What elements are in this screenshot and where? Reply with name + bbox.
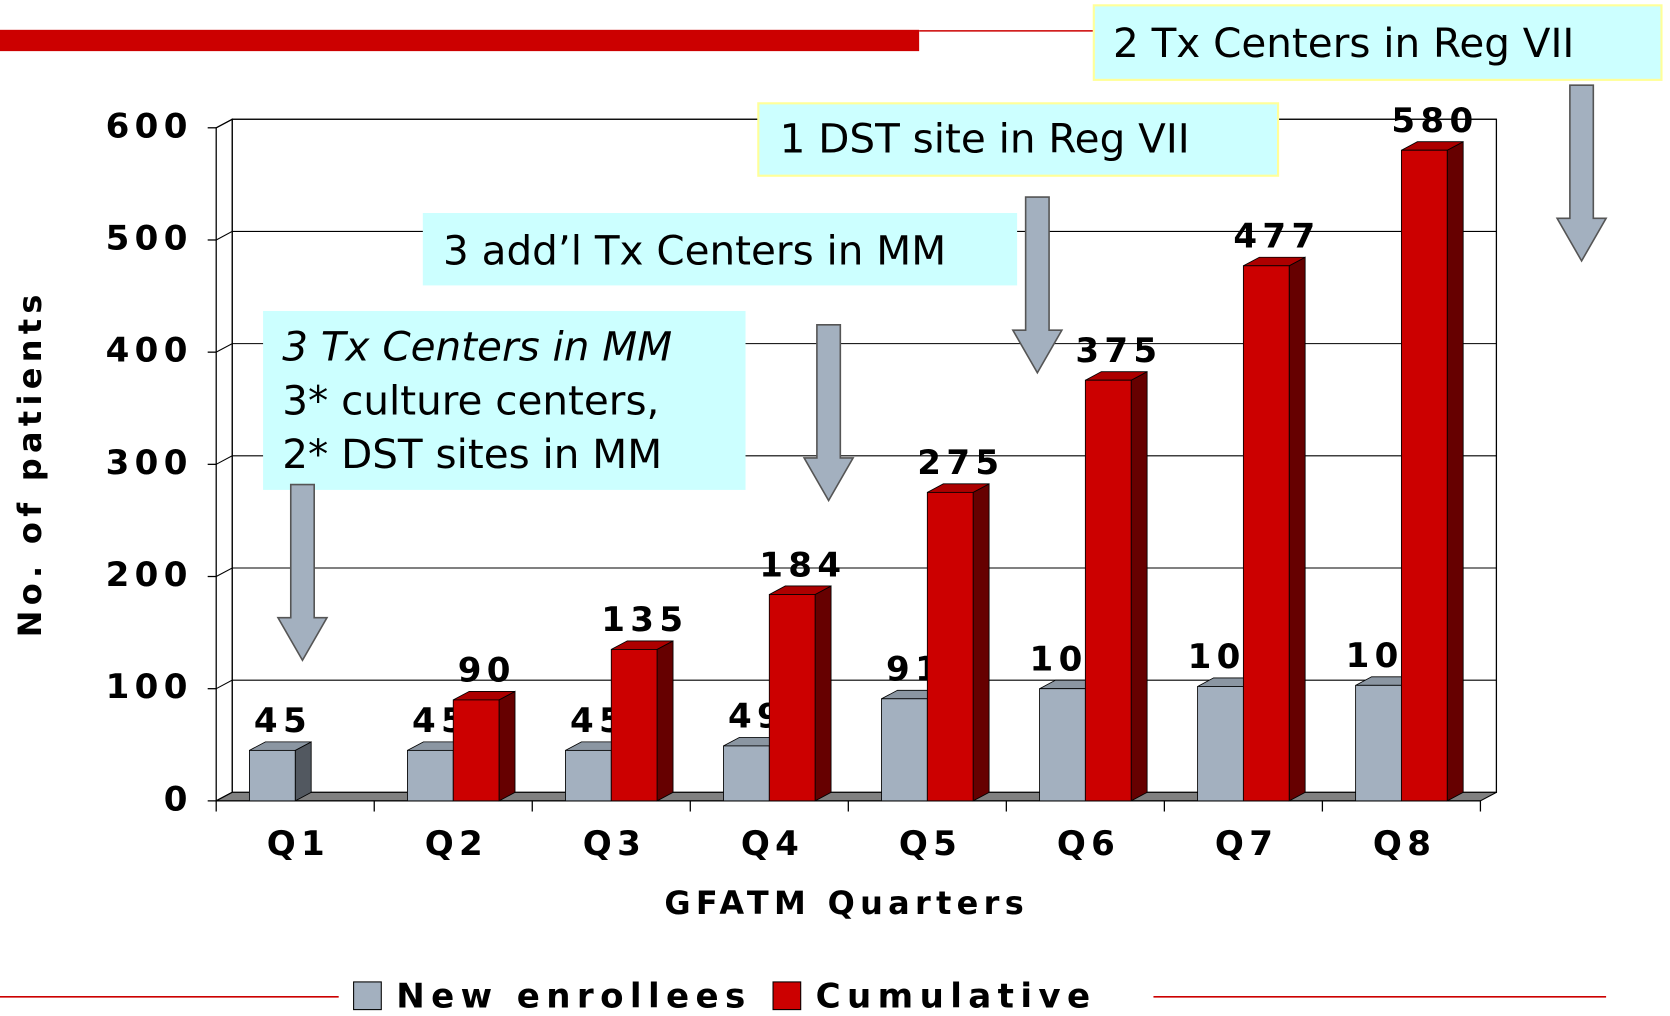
annotation: 3 Tx Centers in MM [282, 322, 672, 370]
bar [452, 690, 516, 802]
bar [768, 585, 832, 802]
data-label: 477 [1233, 217, 1320, 257]
annotation-box [422, 212, 1018, 286]
y-axis-title: No. of patients [11, 289, 49, 637]
grid-line [215, 455, 1497, 465]
bar-side [814, 585, 832, 802]
bar [610, 640, 674, 802]
bar-front [565, 749, 612, 802]
x-tick-label: Q6 [1057, 824, 1120, 864]
data-label: 184 [759, 545, 846, 585]
grid-line [215, 567, 1497, 577]
bar [1084, 370, 1148, 802]
bar-front [768, 594, 816, 802]
grid-line [215, 343, 1497, 353]
grid-line [215, 230, 1497, 241]
bar-front [723, 745, 770, 802]
bar-front [1039, 688, 1086, 802]
bar-side [972, 483, 990, 802]
arrow [1555, 84, 1608, 263]
annotation-box [1092, 4, 1663, 81]
bar-side [1288, 256, 1306, 802]
legend-label: Cumulative [816, 976, 1097, 1016]
bar-front [1197, 686, 1244, 802]
bar-front [452, 699, 500, 802]
legend: New enrollees Cumulative [353, 976, 1097, 1016]
x-tick-label: Q7 [1215, 824, 1278, 864]
bar-side [1130, 370, 1148, 802]
annotation: 2* DST sites in MM [282, 430, 662, 478]
data-label: 580 [1391, 101, 1478, 141]
y-tick-label: 300 [106, 443, 193, 483]
data-label: 275 [917, 443, 1004, 483]
annotation: 3 add’l Tx Centers in MM [443, 226, 946, 274]
bar [248, 741, 312, 802]
annotation: 3* culture centers, [282, 377, 659, 425]
bar-front [407, 749, 454, 802]
bar-front [926, 491, 974, 802]
x-tick-label: Q1 [267, 824, 330, 864]
header-bar [0, 29, 920, 52]
bar-front [1084, 379, 1132, 802]
bar-side [1446, 141, 1464, 802]
y-tick-label: 100 [106, 667, 193, 707]
y-tick-label: 0 [164, 779, 193, 819]
arrow [802, 324, 855, 503]
annotation-box [263, 310, 746, 490]
bar [926, 483, 990, 802]
x-tick-label: Q4 [741, 824, 804, 864]
bar-front [881, 698, 928, 802]
x-tick-label: Q2 [425, 824, 488, 864]
x-tick-label: Q3 [583, 824, 646, 864]
data-label: 45 [254, 701, 312, 741]
bar-side [498, 690, 516, 802]
bar-side [294, 741, 312, 802]
data-label: 135 [601, 600, 688, 640]
bar-front [248, 749, 296, 802]
annotations: 2 Tx Centers in Reg VII 1 DST site in Re… [263, 4, 1663, 662]
annotation: 1 DST site in Reg VII [780, 115, 1190, 163]
annotation-box [757, 102, 1280, 177]
bar [1400, 141, 1464, 802]
data-label: 90 [458, 651, 516, 691]
data-label: 375 [1075, 331, 1162, 371]
arrow [1011, 196, 1064, 375]
bar-side [656, 640, 674, 802]
legend-label: New enrollees [396, 976, 752, 1016]
x-axis-title: GFATM Quarters [664, 884, 1029, 922]
y-tick-label: 200 [106, 555, 193, 595]
bar-front [610, 649, 658, 802]
y-tick-label: 500 [106, 218, 193, 258]
arrow [276, 483, 329, 662]
bar [1242, 256, 1306, 802]
legend-box [338, 967, 1154, 1016]
bar-front [1400, 149, 1448, 802]
x-tick-label: Q8 [1373, 824, 1436, 864]
annotation: 2 Tx Centers in Reg VII [1113, 19, 1574, 67]
bar-front [1242, 265, 1290, 802]
legend-swatch [772, 981, 802, 1011]
bar-front [1355, 684, 1402, 802]
y-tick-label: 400 [106, 331, 193, 371]
x-tick-label: Q5 [899, 824, 962, 864]
legend-swatch [353, 981, 382, 1011]
y-tick-label: 600 [106, 106, 193, 146]
